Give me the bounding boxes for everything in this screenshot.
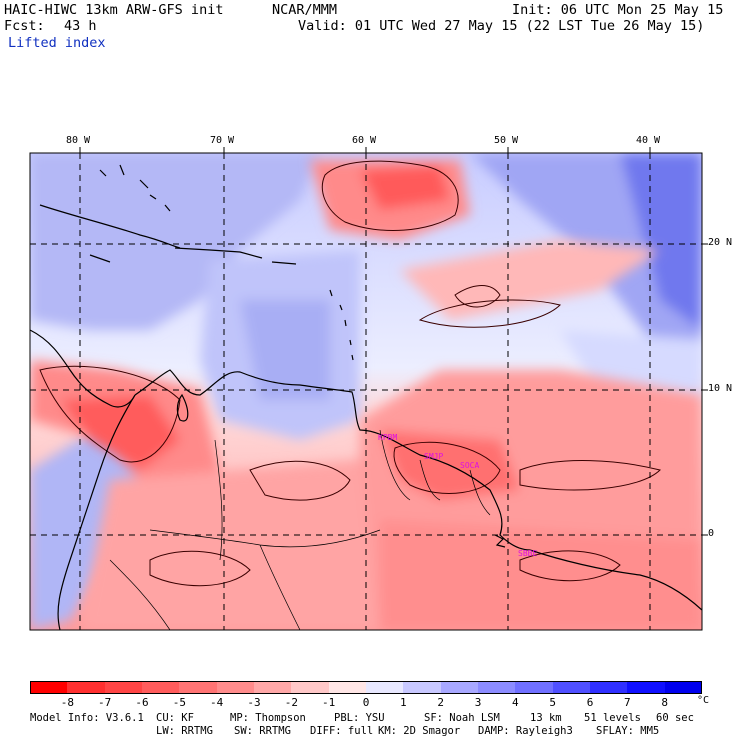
legend-tick-label: -6 [135,696,149,709]
info-sflay: SFLAY: MM5 [596,725,660,737]
legend-tick-label: -8 [60,696,74,709]
info-mp: MP: Thompson [230,712,306,724]
lat-label-0: 0 [708,528,715,539]
info-damp: DAMP: Rayleigh3 [478,725,573,737]
lon-label-40w: 40 W [636,135,661,146]
legend-tick-label: -7 [98,696,112,709]
station-soca: SOCA [460,461,480,470]
info-model: Model Info: V3.6.1 [30,712,144,724]
lat-label-10n: 10 N [708,383,733,394]
lon-label-70w: 70 W [210,135,235,146]
legend-tick-label: 0 [362,696,370,709]
legend-tick-label: 3 [474,696,482,709]
legend-cell [291,681,330,694]
info-res: 13 km [530,712,562,724]
country-borders [109,429,491,630]
legend-cell [104,681,143,694]
lat-label-20n: 20 N [708,237,733,248]
legend-cell [254,681,292,694]
model-title: HAIC-HIWC 13km ARW-GFS init [4,2,224,18]
info-levels: 51 levels [584,712,641,724]
legend-cell [67,681,106,694]
legend-tick-label: 1 [400,696,407,709]
legend-cell [664,681,703,694]
init-time: Init: 06 UTC Mon 25 May 15 [512,2,724,18]
unstable-air-regions [30,160,702,630]
info-pbl: PBL: YSU [334,712,385,724]
legend-tick-label: 7 [624,696,631,709]
legend-cell [627,681,666,694]
info-sw: SW: RRTMG [234,725,291,737]
info-diff: DIFF: full [310,725,374,737]
info-km: KM: 2D Smagor [378,725,461,737]
legend-cell [216,681,255,694]
axis-ticks [79,147,708,536]
legend-tick-label: -4 [210,696,224,709]
legend-tick-label: 2 [437,696,444,709]
station-kpbm: KPBM [378,433,398,442]
legend-cell [515,681,554,694]
legend-tick-label: 6 [586,696,594,709]
lon-label-60w: 60 W [352,135,377,146]
fcst-value: 43 h [64,18,97,34]
lon-label-80w: 80 W [66,135,91,146]
station-smjp: SMJP [424,452,444,461]
legend-tick-label: 8 [661,696,668,709]
legend-cell [403,681,442,694]
legend-tick-label: 4 [512,696,519,709]
legend-tick-label: -5 [172,696,186,709]
valid-time: Valid: 01 UTC Wed 27 May 15 (22 LST Tue … [298,18,705,34]
legend-cell [179,681,218,694]
field-name: Lifted index [8,35,106,51]
legend-cell [30,681,68,694]
legend-cell [328,681,367,694]
lat-lon-grid [30,153,702,630]
legend-unit: °C [697,695,710,706]
info-sf: SF: Noah LSM [424,712,500,724]
legend-cell [142,681,180,694]
legend-cell [440,681,479,694]
info-timestep: 60 sec [656,712,694,724]
legend-cell [590,681,628,694]
contours [39,160,661,587]
legend-cell [552,681,591,694]
coastlines [30,164,702,630]
legend-tick-label: -1 [322,696,336,709]
info-lw: LW: RRTMG [156,725,213,737]
legend-tick-label: -3 [247,696,261,709]
org-label: NCAR/MMM [272,2,338,18]
legend-cell [366,681,404,694]
fcst-label: Fcst: [4,18,45,34]
legend-cell [478,681,516,694]
lon-label-50w: 50 W [494,135,519,146]
legend-tick-label: 5 [549,696,556,709]
legend-tick-label: -2 [284,696,298,709]
station-sbbe: SBBE [518,549,538,558]
info-cu: CU: KF [156,712,194,724]
